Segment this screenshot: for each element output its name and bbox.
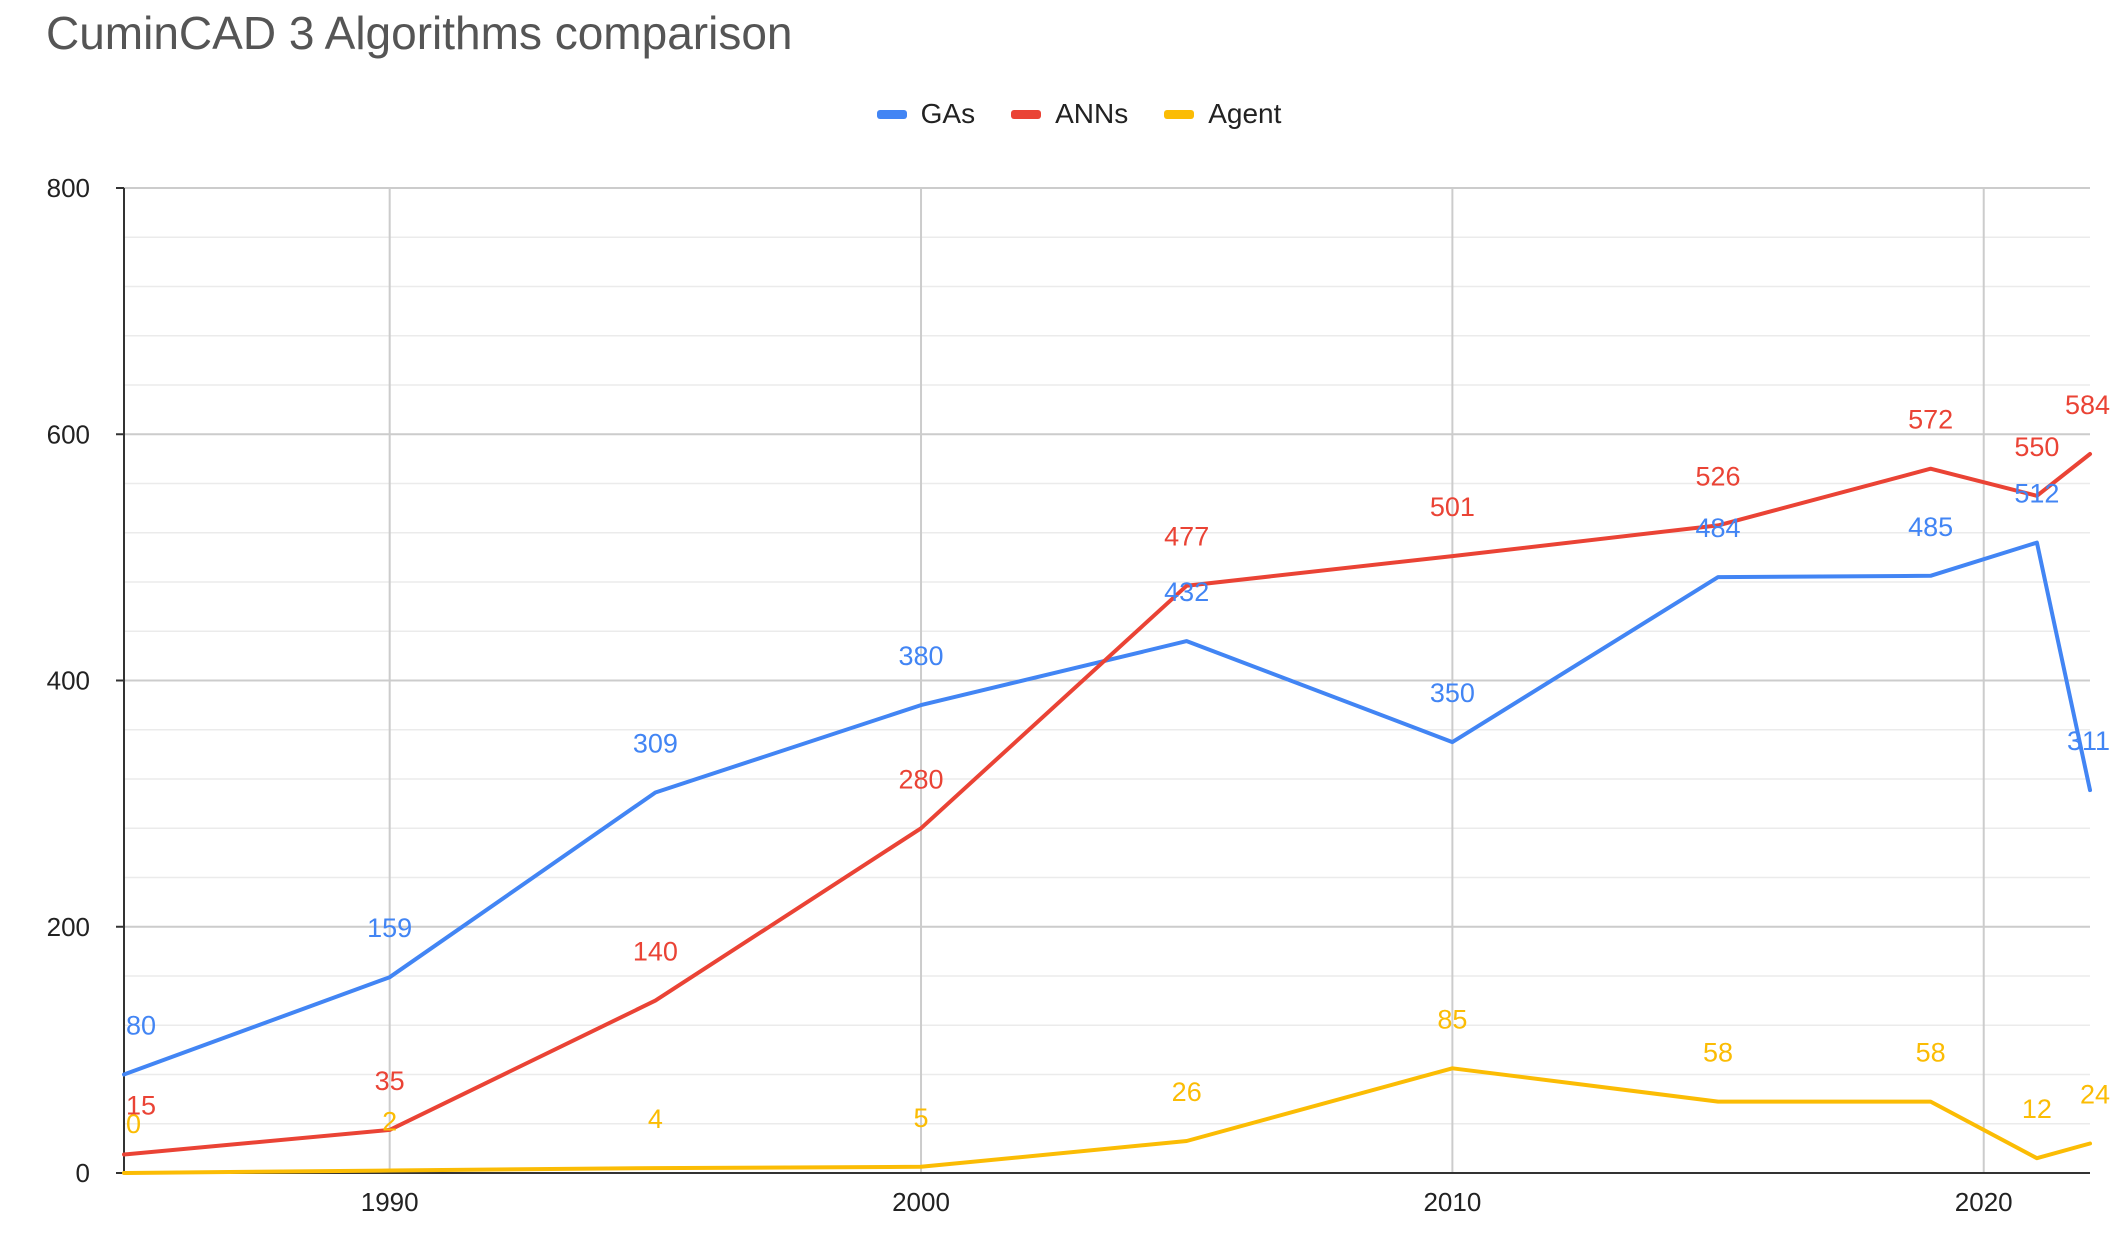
data-label-anns: 584: [2065, 390, 2110, 420]
legend-swatch-agent: [1164, 109, 1195, 119]
data-label-agent: 0: [126, 1109, 141, 1139]
data-label-agent: 58: [1916, 1038, 1946, 1068]
data-label-gas: 380: [898, 641, 943, 671]
legend-label-gas: GAs: [920, 98, 976, 129]
data-label-gas: 309: [633, 729, 678, 759]
minor-gridlines: [124, 236, 2090, 1125]
data-label-agent: 12: [2022, 1094, 2052, 1124]
x-tick-label: 2010: [1423, 1187, 1481, 1217]
data-label-gas: 512: [2014, 479, 2059, 509]
data-label-gas: 350: [1430, 678, 1475, 708]
data-label-agent: 2: [382, 1107, 397, 1137]
legend-label-anns: ANNs: [1055, 98, 1129, 129]
data-label-anns: 15: [126, 1091, 156, 1121]
data-label-anns: 526: [1696, 461, 1741, 491]
data-label-anns: 572: [1908, 405, 1953, 435]
data-label-agent: 58: [1703, 1038, 1733, 1068]
data-label-gas: 484: [1696, 513, 1741, 543]
data-label-gas: 485: [1908, 512, 1953, 542]
data-label-agent: 26: [1172, 1077, 1202, 1107]
series-line-agent: [122, 1066, 2092, 1175]
legend: GAs ANNs Agent: [0, 98, 2128, 130]
series-line-anns: [122, 452, 2092, 1157]
legend-swatch-anns: [1011, 109, 1042, 119]
major-gridlines: [124, 187, 2090, 1173]
legend-label-agent: Agent: [1208, 98, 1282, 129]
data-label-agent: 5: [914, 1103, 929, 1133]
y-tick-label: 200: [47, 912, 90, 942]
legend-item-gas[interactable]: GAs: [876, 98, 976, 130]
y-tick-label: 400: [47, 666, 90, 696]
data-label-anns: 501: [1430, 492, 1475, 522]
data-label-anns: 280: [898, 764, 943, 794]
chart-title: CuminCAD 3 Algorithms comparison: [46, 7, 793, 59]
y-tick-label: 600: [47, 419, 90, 449]
data-label-anns: 477: [1164, 522, 1209, 552]
x-tick-label: 2020: [1955, 1187, 2013, 1217]
data-label-agent: 4: [648, 1104, 663, 1134]
series-line-gas: [122, 540, 2092, 1077]
data-label-anns: 140: [633, 937, 678, 967]
data-label-gas: 80: [126, 1011, 156, 1041]
y-tick-label: 0: [76, 1158, 90, 1188]
legend-swatch-gas: [876, 109, 907, 119]
data-label-gas: 432: [1164, 577, 1209, 607]
y-tick-label: 800: [47, 173, 90, 203]
data-label-anns: 35: [375, 1066, 405, 1096]
data-label-anns: 550: [2014, 432, 2059, 462]
data-label-gas: 159: [367, 913, 412, 943]
x-tick-label: 2000: [892, 1187, 950, 1217]
data-label-agent: 85: [1437, 1004, 1467, 1034]
legend-item-agent[interactable]: Agent: [1164, 98, 1281, 130]
legend-item-anns[interactable]: ANNs: [1011, 98, 1128, 130]
series-lines: [122, 452, 2092, 1175]
data-label-agent: 24: [2080, 1079, 2110, 1109]
data-label-gas: 311: [2067, 726, 2110, 756]
x-tick-label: 1990: [361, 1187, 419, 1217]
